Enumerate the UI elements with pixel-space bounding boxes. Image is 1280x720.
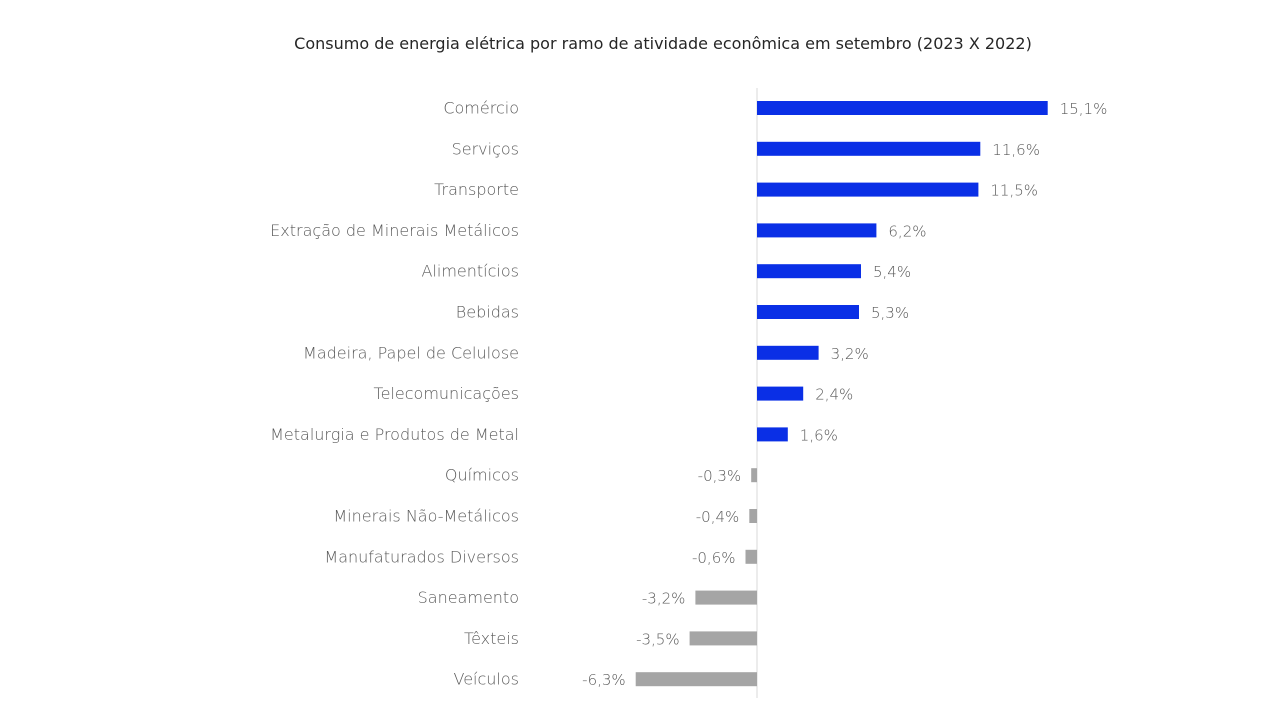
category-label: Serviços <box>452 139 519 158</box>
category-label: Têxteis <box>464 629 519 648</box>
bar <box>757 305 859 319</box>
bar <box>757 182 979 197</box>
data-label: 2,4% <box>815 386 853 404</box>
data-label: -3,2% <box>642 590 686 608</box>
bar <box>751 468 757 483</box>
bar <box>757 223 877 238</box>
chart-title: Consumo de energia elétrica por ramo de … <box>294 34 1032 53</box>
bar <box>749 509 757 523</box>
category-label: Madeira, Papel de Celulose <box>303 343 519 362</box>
bar <box>757 427 788 442</box>
bar <box>757 264 861 279</box>
category-label: Comércio <box>443 99 519 118</box>
bar <box>757 101 1048 115</box>
category-label: Metalurgia e Produtos de Metal <box>270 425 519 444</box>
data-label: -3,5% <box>636 630 680 648</box>
category-label: Manufaturados Diversos <box>324 547 519 566</box>
data-label: 1,6% <box>800 426 838 444</box>
data-label: 3,2% <box>831 345 869 363</box>
data-label: 15,1% <box>1060 100 1108 118</box>
category-label: Transporte <box>434 180 519 199</box>
category-label: Alimentícios <box>422 262 520 281</box>
data-label: 11,5% <box>990 182 1038 200</box>
category-label: Minerais Não-Metálicos <box>333 507 519 526</box>
bar <box>757 386 804 401</box>
data-label: 6,2% <box>888 222 926 240</box>
bar <box>757 141 981 156</box>
data-label: -0,3% <box>698 467 742 485</box>
data-label: 5,3% <box>871 304 909 322</box>
data-label: -0,4% <box>696 508 740 526</box>
category-label: Telecomunicações <box>374 384 519 403</box>
data-label: 5,4% <box>873 263 911 281</box>
category-label: Saneamento <box>418 588 519 607</box>
bar <box>695 590 757 605</box>
data-label: -0,6% <box>692 549 736 567</box>
category-label: Extração de Minerais Metálicos <box>270 221 519 240</box>
bar <box>635 672 757 687</box>
category-label: Químicos <box>445 466 519 485</box>
category-label: Veículos <box>454 670 520 689</box>
data-label: -6,3% <box>582 671 626 689</box>
data-label: 11,6% <box>992 141 1040 159</box>
category-label: Bebidas <box>456 303 519 322</box>
bar <box>757 345 819 360</box>
bar <box>689 631 757 646</box>
bar <box>745 549 757 564</box>
